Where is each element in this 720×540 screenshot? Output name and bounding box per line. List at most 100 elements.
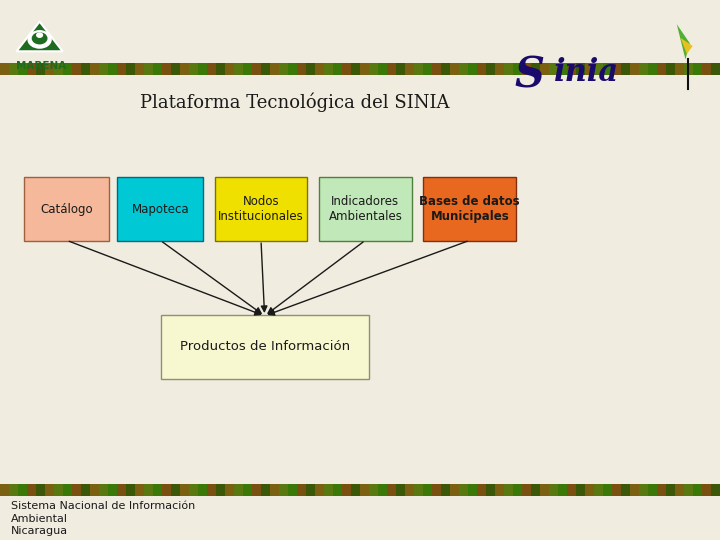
Bar [315, 484, 324, 496]
Bar [630, 63, 639, 75]
Bar [702, 63, 711, 75]
Bar [135, 484, 144, 496]
Bar [666, 484, 675, 496]
Bar [72, 63, 81, 75]
Bar [351, 63, 360, 75]
Bar [63, 484, 72, 496]
Circle shape [32, 33, 47, 44]
Bar [468, 484, 477, 496]
Bar [171, 63, 180, 75]
Bar [657, 484, 666, 496]
Bar [432, 63, 441, 75]
FancyBboxPatch shape [215, 177, 307, 241]
Bar [108, 484, 117, 496]
Bar [45, 63, 54, 75]
Bar [288, 484, 297, 496]
Bar [261, 484, 270, 496]
Text: inia: inia [554, 57, 619, 87]
Bar [279, 63, 288, 75]
Bar [153, 63, 162, 75]
Circle shape [28, 31, 51, 48]
Bar [531, 63, 540, 75]
Bar [693, 484, 702, 496]
Bar [216, 63, 225, 75]
Bar [657, 63, 666, 75]
Bar [108, 63, 117, 75]
Bar [144, 63, 153, 75]
Bar [99, 63, 108, 75]
Bar [189, 484, 198, 496]
Bar [405, 63, 414, 75]
Bar [540, 484, 549, 496]
Bar [666, 63, 675, 75]
Bar [639, 63, 648, 75]
Bar [360, 484, 369, 496]
Bar [18, 484, 27, 496]
Text: Bases de datos
Municipales: Bases de datos Municipales [420, 195, 520, 223]
Bar [162, 63, 171, 75]
Bar [441, 484, 450, 496]
Text: Nicaragua: Nicaragua [11, 526, 68, 537]
Bar [288, 63, 297, 75]
Bar [531, 484, 540, 496]
Text: Indicadores
Ambientales: Indicadores Ambientales [328, 195, 402, 223]
Bar [477, 484, 486, 496]
Bar [297, 63, 306, 75]
Bar [495, 63, 504, 75]
Bar [333, 63, 342, 75]
Bar [342, 484, 351, 496]
Bar [198, 484, 207, 496]
Bar [378, 484, 387, 496]
Bar [576, 484, 585, 496]
Bar [441, 63, 450, 75]
Bar [360, 63, 369, 75]
Bar [81, 484, 90, 496]
Bar [81, 63, 90, 75]
Bar [144, 484, 153, 496]
Bar [567, 63, 576, 75]
Bar [513, 63, 522, 75]
Bar [9, 484, 18, 496]
Bar [252, 484, 261, 496]
Bar [297, 484, 306, 496]
Bar [567, 484, 576, 496]
Bar [216, 484, 225, 496]
Bar [711, 484, 720, 496]
Bar [234, 63, 243, 75]
Bar [513, 484, 522, 496]
Bar [684, 484, 693, 496]
Bar [612, 484, 621, 496]
Bar [594, 484, 603, 496]
Bar [630, 484, 639, 496]
Bar [198, 63, 207, 75]
Bar [270, 484, 279, 496]
Bar [621, 63, 630, 75]
Bar [27, 63, 36, 75]
Polygon shape [677, 24, 690, 59]
Text: MARENA: MARENA [16, 61, 66, 71]
Bar [0, 63, 9, 75]
Bar [153, 484, 162, 496]
Polygon shape [680, 38, 693, 54]
Bar [90, 484, 99, 496]
Text: Nodos
Institucionales: Nodos Institucionales [218, 195, 304, 223]
Bar [243, 63, 252, 75]
Bar [54, 484, 63, 496]
Bar [387, 63, 396, 75]
Bar [117, 63, 126, 75]
Bar [648, 484, 657, 496]
Bar [306, 484, 315, 496]
Bar [432, 484, 441, 496]
Bar [684, 63, 693, 75]
Text: Mapoteca: Mapoteca [131, 202, 189, 216]
Bar [450, 484, 459, 496]
FancyBboxPatch shape [117, 177, 203, 241]
Bar [504, 484, 513, 496]
Bar [162, 484, 171, 496]
Bar [423, 484, 432, 496]
Bar [261, 63, 270, 75]
Bar [621, 484, 630, 496]
Polygon shape [17, 22, 63, 51]
Bar [252, 63, 261, 75]
Bar [207, 63, 216, 75]
